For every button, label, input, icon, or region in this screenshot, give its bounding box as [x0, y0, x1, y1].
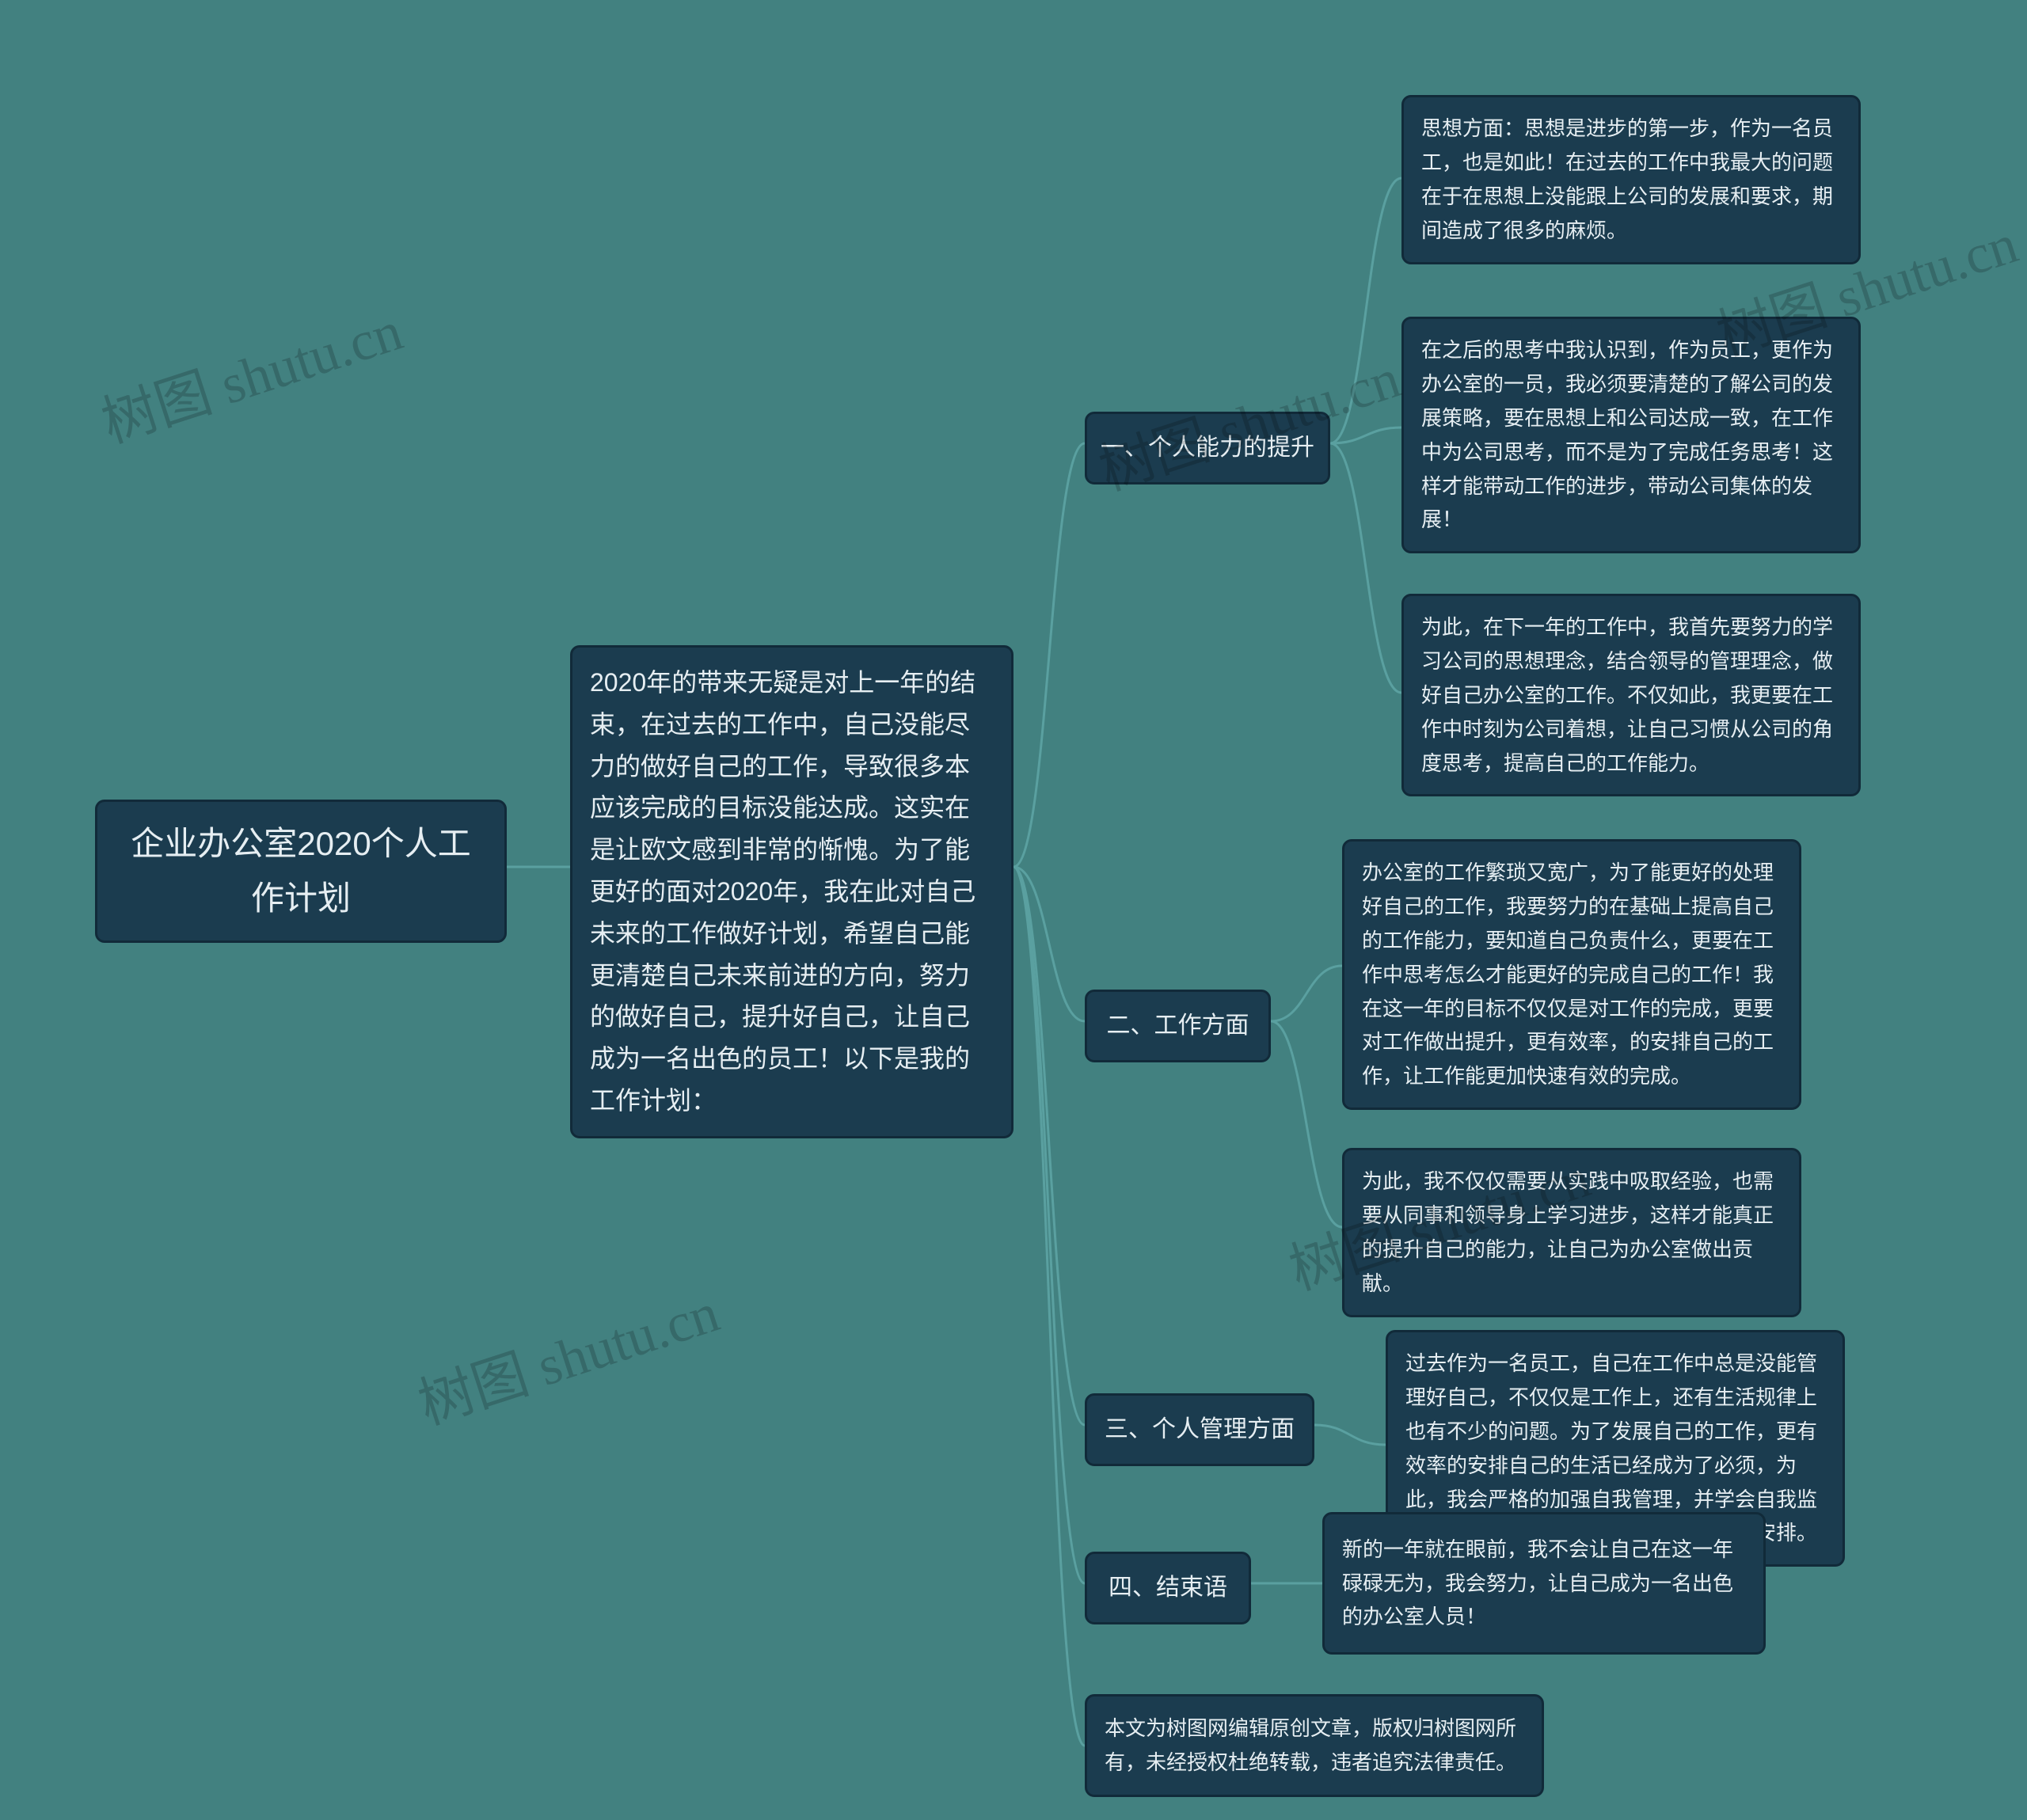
leaf-node: 在之后的思考中我认识到，作为员工，更作为办公室的一员，我必须要清楚的了解公司的发… — [1401, 317, 1861, 553]
footer-node: 本文为树图网编辑原创文章，版权归树图网所有，未经授权杜绝转载，违者追究法律责任。 — [1085, 1694, 1544, 1797]
section-node: 二、工作方面 — [1085, 990, 1271, 1062]
intro-node: 2020年的带来无疑是对上一年的结束，在过去的工作中，自己没能尽力的做好自己的工… — [570, 645, 1014, 1138]
watermark: 树图 shutu.cn — [90, 287, 411, 458]
leaf-node: 思想方面：思想是进步的第一步，作为一名员工，也是如此！在过去的工作中我最大的问题… — [1401, 95, 1861, 264]
section-node: 一、个人能力的提升 — [1085, 412, 1330, 484]
root-node: 企业办公室2020个人工作计划 — [95, 800, 507, 943]
section-node: 四、结束语 — [1085, 1552, 1251, 1624]
section-node: 三、个人管理方面 — [1085, 1393, 1314, 1466]
leaf-node: 为此，在下一年的工作中，我首先要努力的学习公司的思想理念，结合领导的管理理念，做… — [1401, 594, 1861, 796]
watermark: 树图 shutu.cn — [407, 1268, 728, 1440]
leaf-node: 为此，我不仅仅需要从实践中吸取经验，也需要从同事和领导身上学习进步，这样才能真正… — [1342, 1148, 1801, 1317]
leaf-node: 新的一年就在眼前，我不会让自己在这一年碌碌无为，我会努力，让自己成为一名出色的办… — [1322, 1512, 1766, 1655]
leaf-node: 办公室的工作繁琐又宽广，为了能更好的处理好自己的工作，我要努力的在基础上提高自己… — [1342, 839, 1801, 1110]
